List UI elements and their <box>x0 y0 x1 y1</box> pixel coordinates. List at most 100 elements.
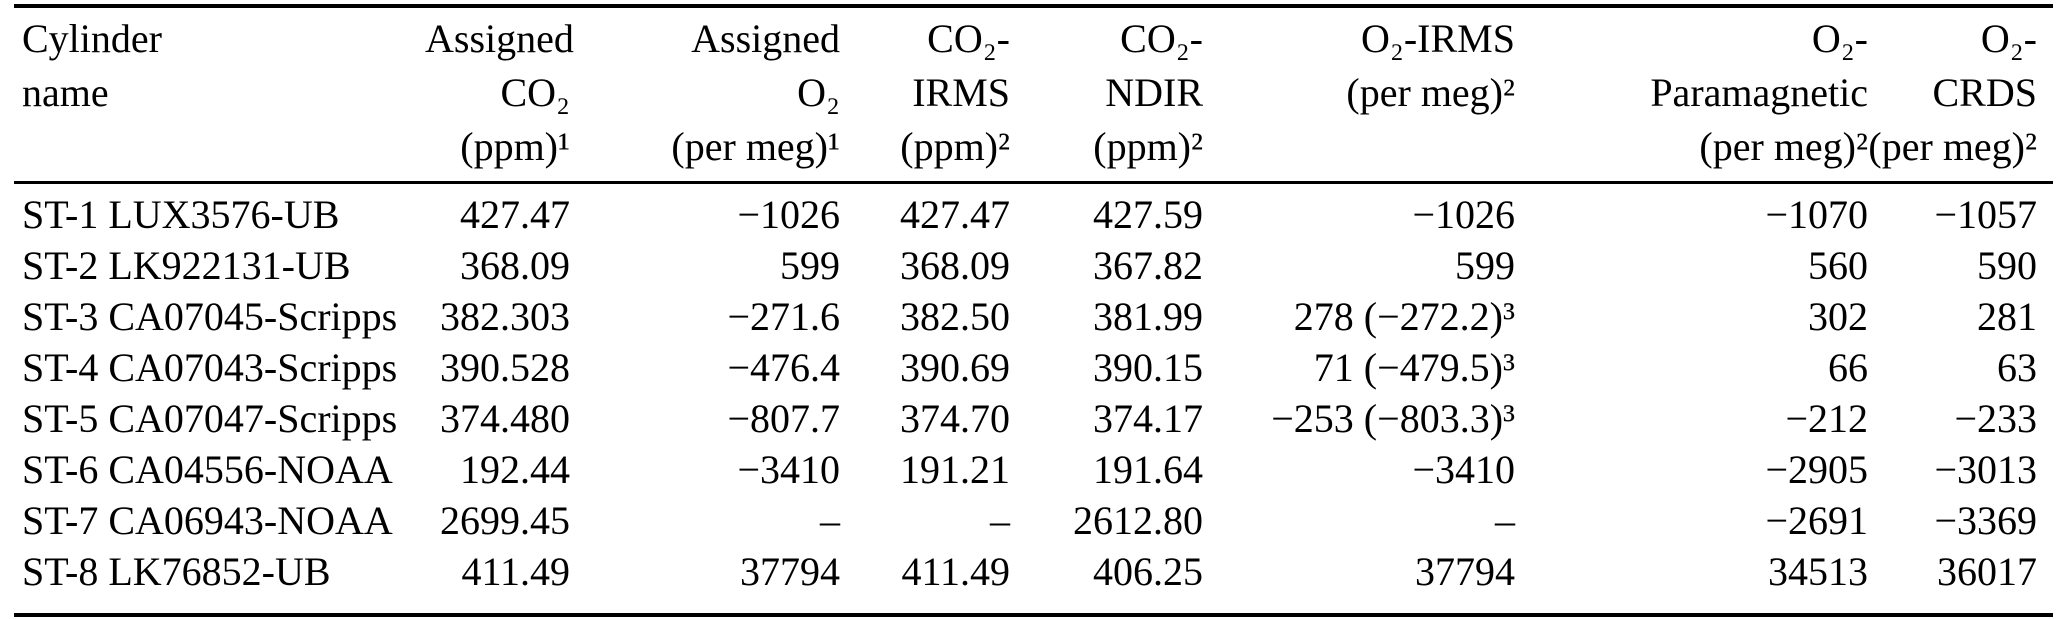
table-row: ST-5 CA07047-Scripps 374.480 −807.7 374.70 3… <box>14 393 2053 444</box>
header-line: NDIR <box>1105 70 1203 115</box>
value-cell: −1026 <box>737 192 840 237</box>
value-cell: 374.480 <box>440 396 570 441</box>
cylinder-name-cell: ST-8 LK76852-UB <box>22 549 331 594</box>
value-cell: 368.09 <box>900 243 1010 288</box>
value-cell: 390.528 <box>440 345 570 390</box>
value-cell: 599 <box>780 243 840 288</box>
value-cell: – <box>990 498 1010 543</box>
value-cell: −233 <box>1954 396 2037 441</box>
header-line: CO₂- <box>927 16 1010 61</box>
column-header-o2-paramagnetic: O₂- Paramagnetic (per meg)² <box>1515 6 1868 184</box>
value-cell: 390.15 <box>1093 345 1203 390</box>
value-cell: 2612.80 <box>1073 498 1203 543</box>
header-line: Cylinder <box>22 16 162 61</box>
header-line: Assigned <box>691 16 840 61</box>
value-cell: 411.49 <box>461 549 570 594</box>
column-header-co2-irms: CO₂- IRMS (ppm)² <box>840 6 1010 184</box>
value-cell: 427.47 <box>460 192 570 237</box>
value-cell: 191.21 <box>900 447 1010 492</box>
value-cell: −253 (−803.3)³ <box>1271 396 1515 441</box>
value-cell: 560 <box>1808 243 1868 288</box>
value-cell: 191.64 <box>1093 447 1203 492</box>
column-header-o2-irms: O₂-IRMS (per meg)² <box>1203 6 1515 184</box>
table-header: Cylinder name Assigned CO₂ (ppm)¹ Assigned O₂ (… <box>14 6 2053 184</box>
value-cell: −3013 <box>1934 447 2037 492</box>
value-cell: 382.303 <box>440 294 570 339</box>
value-cell: −1026 <box>1412 192 1515 237</box>
cylinder-name-cell: ST-6 CA04556-NOAA <box>22 447 393 492</box>
header-line: Assigned <box>425 16 574 61</box>
value-cell: 63 <box>1997 345 2037 390</box>
table-row: ST-2 LK922131-UB 368.09 599 368.09 367.82 599… <box>14 240 2053 291</box>
header-line: (per meg)¹ <box>671 124 840 169</box>
header-line: CRDS <box>1932 70 2038 115</box>
table-row: ST-4 CA07043-Scripps 390.528 −476.4 390.69 3… <box>14 342 2053 393</box>
cylinder-name-cell: ST-7 CA06943-NOAA <box>22 498 393 543</box>
header-line: (ppm)² <box>1093 124 1203 169</box>
header-line: (ppm)² <box>900 124 1010 169</box>
column-header-assigned-co2: Assigned CO₂ (ppm)¹ <box>425 6 574 184</box>
value-cell: −1070 <box>1765 192 1868 237</box>
cylinder-name-cell: ST-2 LK922131-UB <box>22 243 351 288</box>
value-cell: −271.6 <box>727 294 840 339</box>
value-cell: 590 <box>1977 243 2037 288</box>
value-cell: −2905 <box>1765 447 1868 492</box>
value-cell: 278 (−272.2)³ <box>1293 294 1515 339</box>
value-cell: 368.09 <box>460 243 570 288</box>
column-header-cylinder-name: Cylinder name <box>14 6 425 184</box>
header-line: IRMS <box>912 70 1010 115</box>
value-cell: 37794 <box>1415 549 1515 594</box>
table-row: ST-1 LUX3576-UB 427.47 −1026 427.47 427.59 −1… <box>14 183 2053 241</box>
cylinder-name-cell: ST-3 CA07045-Scripps <box>22 294 398 339</box>
value-cell: 71 (−479.5)³ <box>1313 345 1515 390</box>
value-cell: −3410 <box>737 447 840 492</box>
value-cell: 367.82 <box>1093 243 1203 288</box>
value-cell: 2699.45 <box>440 498 570 543</box>
header-line: Paramagnetic <box>1650 70 1868 115</box>
value-cell: −1057 <box>1934 192 2037 237</box>
cylinder-name-cell: ST-4 CA07043-Scripps <box>22 345 398 390</box>
column-header-co2-ndir: CO₂- NDIR (ppm)² <box>1010 6 1203 184</box>
value-cell: 36017 <box>1937 549 2037 594</box>
cylinder-name-cell: ST-5 CA07047-Scripps <box>22 396 398 441</box>
column-header-o2-crds: O₂- CRDS (per meg)² <box>1868 6 2053 184</box>
value-cell: 390.69 <box>900 345 1010 390</box>
value-cell: −476.4 <box>727 345 840 390</box>
header-line: name <box>22 70 109 115</box>
value-cell: 34513 <box>1768 549 1868 594</box>
column-header-assigned-o2: Assigned O₂ (per meg)¹ <box>570 6 840 184</box>
header-line: (ppm)¹ <box>460 124 570 169</box>
header-line: O₂ <box>797 70 840 115</box>
value-cell: 192.44 <box>460 447 570 492</box>
value-cell: 37794 <box>740 549 840 594</box>
table-row: ST-8 LK76852-UB 411.49 37794 411.49 406.25 37… <box>14 546 2053 615</box>
value-cell: – <box>820 498 840 543</box>
value-cell: 374.70 <box>900 396 1010 441</box>
value-cell: 381.99 <box>1093 294 1203 339</box>
value-cell: 302 <box>1808 294 1868 339</box>
header-line: (per meg)² <box>1699 124 1868 169</box>
value-cell: −212 <box>1785 396 1868 441</box>
value-cell: −3410 <box>1412 447 1515 492</box>
value-cell: 374.17 <box>1093 396 1203 441</box>
value-cell: 427.59 <box>1093 192 1203 237</box>
value-cell: −2691 <box>1765 498 1868 543</box>
value-cell: 599 <box>1455 243 1515 288</box>
value-cell: 411.49 <box>901 549 1010 594</box>
header-line: CO₂ <box>500 70 570 115</box>
table-row: ST-7 CA06943-NOAA 2699.45 – – 2612.80 – −2691 −… <box>14 495 2053 546</box>
cylinder-calibration-table: Cylinder name Assigned CO₂ (ppm)¹ Assigned O₂ (… <box>14 4 2053 617</box>
header-row: Cylinder name Assigned CO₂ (ppm)¹ Assigned O₂ (… <box>14 6 2053 184</box>
value-cell: 66 <box>1828 345 1868 390</box>
value-cell: −3369 <box>1934 498 2037 543</box>
value-cell: 427.47 <box>900 192 1010 237</box>
value-cell: −807.7 <box>727 396 840 441</box>
header-line: (per meg)² <box>1346 70 1515 115</box>
header-line: O₂-IRMS <box>1361 16 1515 61</box>
table-row: ST-3 CA07045-Scripps 382.303 −271.6 382.50 3… <box>14 291 2053 342</box>
value-cell: 281 <box>1977 294 2037 339</box>
header-line: (per meg)² <box>1868 124 2037 169</box>
table-row: ST-6 CA04556-NOAA 192.44 −3410 191.21 191.64… <box>14 444 2053 495</box>
header-line: O₂- <box>1811 16 1868 61</box>
table-body: ST-1 LUX3576-UB 427.47 −1026 427.47 427.59 −1… <box>14 183 2053 616</box>
